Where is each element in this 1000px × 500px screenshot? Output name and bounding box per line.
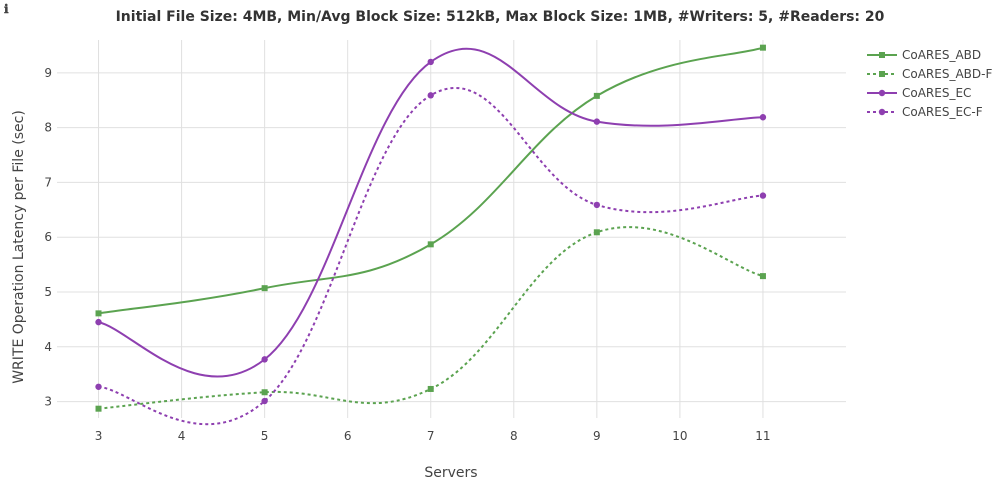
y-tick-label: 8 [44, 121, 52, 135]
data-point[interactable] [759, 44, 766, 51]
legend-label: CoARES_ABD [902, 48, 981, 62]
y-tick-labels: 3 4 5 6 7 8 9 [44, 66, 52, 409]
y-tick-label: 3 [44, 395, 52, 409]
y-tick-label: 5 [44, 285, 52, 299]
series-coares-ec-f [95, 87, 767, 426]
legend-label: CoARES_ABD-F [902, 67, 992, 81]
y-tick-label: 4 [44, 340, 52, 354]
y-tick-label: 9 [44, 66, 52, 80]
x-tick-label: 8 [510, 429, 518, 443]
series-line [98, 46, 764, 315]
data-point[interactable] [261, 397, 268, 405]
series-line [98, 87, 764, 426]
x-tick-label: 6 [344, 429, 352, 443]
x-tick-label: 10 [672, 429, 687, 443]
data-point[interactable] [427, 58, 434, 66]
x-tick-label: 4 [178, 429, 186, 443]
data-point[interactable] [593, 229, 600, 236]
series-line [98, 47, 763, 378]
y-tick-label: 6 [44, 230, 52, 244]
x-tick-label: 9 [593, 429, 601, 443]
x-tick-label: 11 [755, 429, 770, 443]
y-tick-label: 7 [44, 175, 52, 189]
data-point[interactable] [427, 92, 434, 99]
series-coares-abd-f [95, 226, 766, 412]
x-axis-title: Servers [424, 465, 477, 481]
legend-item[interactable]: CoARES_ABD-F [867, 67, 992, 81]
legend-marker [879, 71, 885, 77]
x-tick-label: 7 [427, 429, 435, 443]
data-point[interactable] [593, 92, 600, 99]
legend-marker [878, 108, 886, 116]
y-axis-title: WRITE Operation Latency per File (sec) [11, 110, 27, 384]
data-point[interactable] [261, 285, 268, 292]
data-point[interactable] [95, 383, 102, 390]
legend-marker [879, 52, 885, 58]
data-point[interactable] [95, 310, 102, 317]
data-point[interactable] [95, 318, 102, 326]
data-point[interactable] [261, 389, 268, 396]
data-point[interactable] [427, 241, 434, 248]
legend-item[interactable]: CoARES_ABD [867, 48, 981, 62]
legend-item[interactable]: CoARES_EC [867, 86, 971, 100]
x-tick-label: 5 [261, 429, 269, 443]
info-icon[interactable]: ℹ [4, 2, 9, 16]
series-line [98, 226, 764, 410]
data-point[interactable] [593, 118, 601, 125]
grid-lines [57, 40, 846, 418]
legend-label: CoARES_EC-F [902, 105, 983, 119]
chart-title: Initial File Size: 4MB, Min/Avg Block Si… [116, 9, 885, 25]
series-coares-ec [95, 47, 767, 378]
data-point[interactable] [593, 201, 601, 209]
series-coares-abd [95, 44, 766, 317]
data-point[interactable] [759, 114, 767, 121]
x-tick-labels: 3 4 5 6 7 8 9 10 11 [95, 429, 771, 443]
data-point[interactable] [427, 385, 434, 392]
data-point[interactable] [759, 273, 766, 280]
data-point[interactable] [95, 405, 102, 412]
x-tick-label: 3 [95, 429, 103, 443]
data-point[interactable] [759, 192, 767, 199]
legend-item[interactable]: CoARES_EC-F [867, 105, 983, 119]
legend-label: CoARES_EC [902, 86, 971, 100]
legend[interactable]: CoARES_ABD CoARES_ABD-F CoARES_EC CoARES_EC… [867, 48, 992, 119]
legend-marker [878, 89, 886, 97]
data-point[interactable] [261, 356, 268, 363]
series-group [95, 44, 767, 426]
